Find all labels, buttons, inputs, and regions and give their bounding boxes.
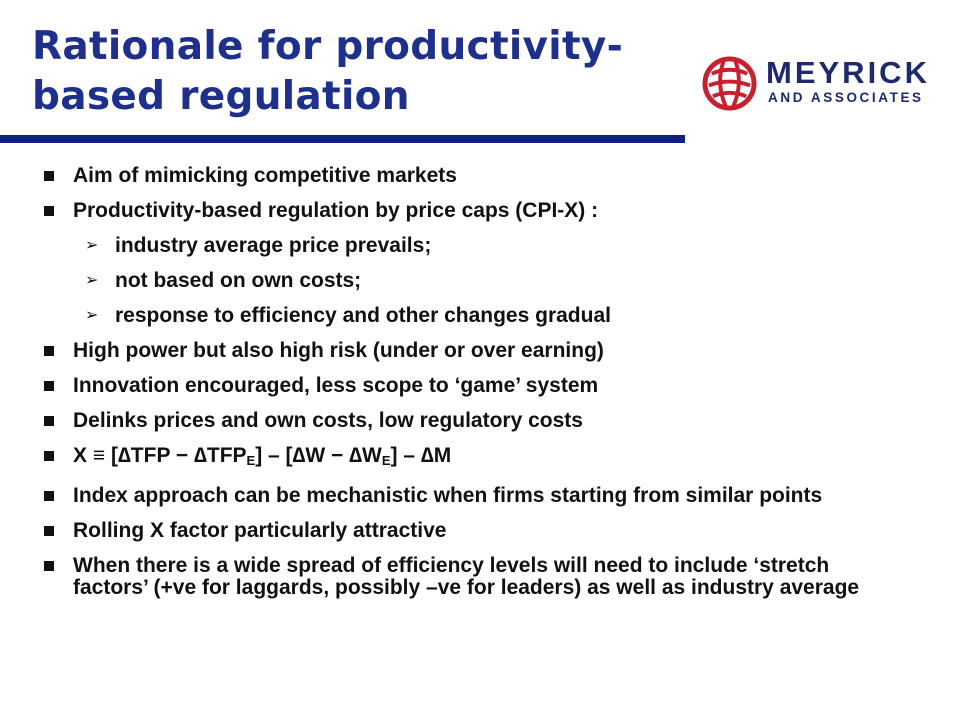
logo-tagline: AND ASSOCIATES (768, 90, 924, 105)
bullet-item: Delinks prices and own costs, low regula… (0, 410, 863, 432)
title-line-2: based regulation (32, 74, 410, 119)
sub-bullet-text: response to efficiency and other changes… (115, 304, 611, 327)
title-underline (0, 135, 685, 143)
bullet-item: Rolling X factor particularly attractive (0, 520, 863, 542)
sub-bullet-item: ➢ not based on own costs; (0, 270, 960, 292)
slide-title: Rationale for productivity- based regula… (32, 22, 623, 122)
bullet-item: Innovation encouraged, less scope to ‘ga… (0, 375, 863, 397)
sub-bullet-item: ➢ industry average price prevails; (0, 235, 960, 257)
sub-bullet-text: not based on own costs; (115, 269, 362, 292)
subscript-e: E (381, 453, 391, 468)
arrow-bullet-icon: ➢ (85, 272, 99, 289)
bullet-item: When there is a wide spread of efficienc… (0, 555, 863, 599)
sub-bullet-item: ➢ response to efficiency and other chang… (0, 305, 960, 327)
formula-bullet: X ≡ [∆TFP − ∆TFPE] – [∆W − ∆WE] – ∆M (0, 445, 863, 472)
formula-x: X (73, 444, 88, 467)
bullet-item: Productivity-based regulation by price c… (0, 200, 863, 222)
title-line-1: Rationale for productivity- (32, 24, 624, 69)
company-logo: MEYRICK AND ASSOCIATES (702, 50, 942, 120)
bullet-item: High power but also high risk (under or … (0, 340, 863, 362)
logo-brand-text: MEYRICK (766, 55, 930, 90)
arrow-bullet-icon: ➢ (85, 237, 99, 254)
globe-logo-icon (702, 56, 757, 111)
arrow-bullet-icon: ➢ (85, 307, 99, 324)
bullet-item: Index approach can be mechanistic when f… (0, 485, 863, 507)
bullet-item: Aim of mimicking competitive markets (0, 165, 863, 187)
bullet-list: Aim of mimicking competitive markets Pro… (0, 165, 960, 612)
subscript-e: E (246, 453, 256, 468)
sub-bullet-text: industry average price prevails; (115, 234, 432, 257)
